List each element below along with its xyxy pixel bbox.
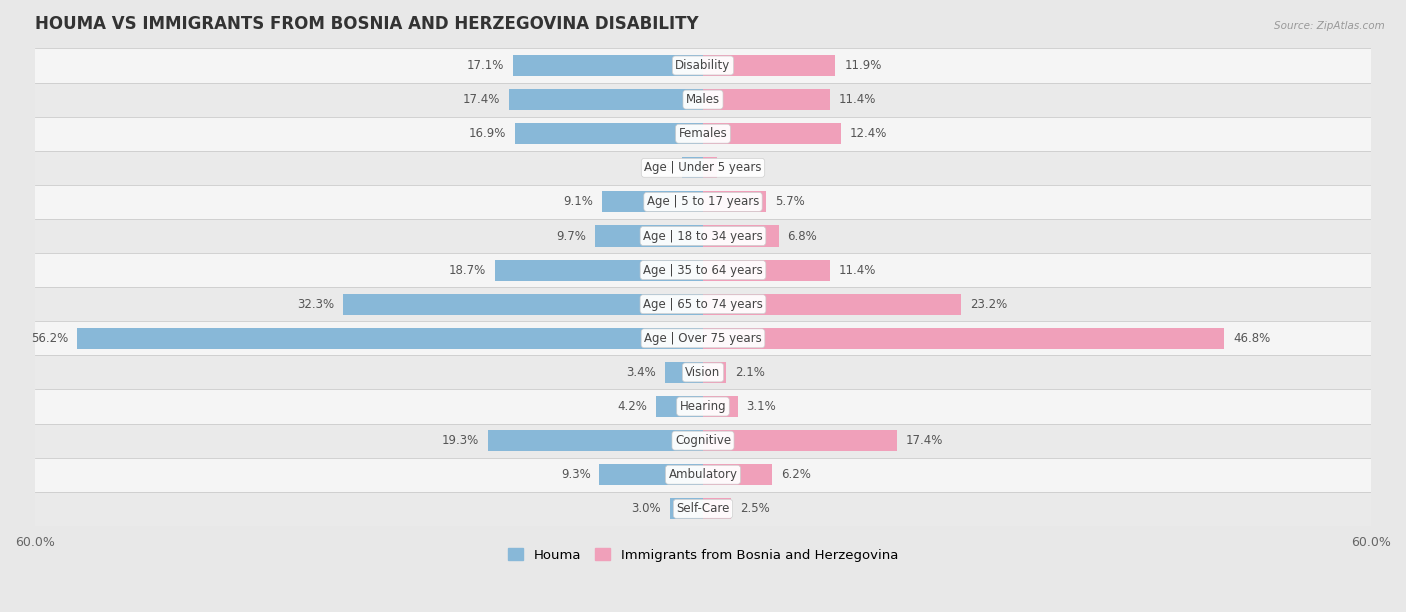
- Bar: [703, 123, 841, 144]
- Bar: [682, 157, 703, 178]
- Text: HOUMA VS IMMIGRANTS FROM BOSNIA AND HERZEGOVINA DISABILITY: HOUMA VS IMMIGRANTS FROM BOSNIA AND HERZ…: [35, 15, 699, 33]
- Text: Disability: Disability: [675, 59, 731, 72]
- Bar: [703, 294, 962, 315]
- Text: 3.1%: 3.1%: [747, 400, 776, 413]
- Legend: Houma, Immigrants from Bosnia and Herzegovina: Houma, Immigrants from Bosnia and Herzeg…: [502, 543, 904, 567]
- Text: Age | 65 to 74 years: Age | 65 to 74 years: [643, 297, 763, 311]
- Bar: [488, 430, 703, 451]
- Text: 6.8%: 6.8%: [787, 230, 817, 242]
- Bar: [703, 430, 897, 451]
- Text: Age | Over 75 years: Age | Over 75 years: [644, 332, 762, 345]
- Bar: [657, 396, 703, 417]
- Bar: [703, 328, 1225, 349]
- Text: 46.8%: 46.8%: [1233, 332, 1270, 345]
- Text: 3.0%: 3.0%: [631, 502, 661, 515]
- Text: 11.4%: 11.4%: [839, 264, 876, 277]
- Bar: [513, 55, 703, 76]
- Bar: [703, 89, 830, 110]
- Bar: [35, 48, 1371, 83]
- Text: 2.5%: 2.5%: [740, 502, 769, 515]
- Bar: [343, 294, 703, 315]
- Text: 5.7%: 5.7%: [775, 195, 806, 209]
- Bar: [35, 151, 1371, 185]
- Bar: [35, 253, 1371, 287]
- Bar: [35, 458, 1371, 492]
- Bar: [35, 356, 1371, 389]
- Text: 17.1%: 17.1%: [467, 59, 503, 72]
- Text: 12.4%: 12.4%: [851, 127, 887, 140]
- Text: 32.3%: 32.3%: [297, 297, 335, 311]
- Text: Self-Care: Self-Care: [676, 502, 730, 515]
- Bar: [703, 55, 835, 76]
- Text: Vision: Vision: [685, 366, 721, 379]
- Bar: [35, 117, 1371, 151]
- Text: Age | 18 to 34 years: Age | 18 to 34 years: [643, 230, 763, 242]
- Bar: [35, 389, 1371, 424]
- Bar: [703, 464, 772, 485]
- Text: Age | 5 to 17 years: Age | 5 to 17 years: [647, 195, 759, 209]
- Bar: [35, 219, 1371, 253]
- Bar: [35, 321, 1371, 356]
- Text: 1.3%: 1.3%: [727, 162, 756, 174]
- Text: 11.9%: 11.9%: [845, 59, 882, 72]
- Text: 16.9%: 16.9%: [468, 127, 506, 140]
- Text: Ambulatory: Ambulatory: [668, 468, 738, 481]
- Bar: [35, 492, 1371, 526]
- Text: 6.2%: 6.2%: [780, 468, 811, 481]
- Bar: [35, 83, 1371, 117]
- Bar: [509, 89, 703, 110]
- Bar: [515, 123, 703, 144]
- Text: 17.4%: 17.4%: [463, 93, 501, 106]
- Text: Age | 35 to 64 years: Age | 35 to 64 years: [643, 264, 763, 277]
- Text: 4.2%: 4.2%: [617, 400, 647, 413]
- Bar: [703, 498, 731, 520]
- Text: 9.7%: 9.7%: [557, 230, 586, 242]
- Bar: [599, 464, 703, 485]
- Bar: [703, 259, 830, 281]
- Text: 3.4%: 3.4%: [627, 366, 657, 379]
- Text: 1.9%: 1.9%: [643, 162, 673, 174]
- Bar: [669, 498, 703, 520]
- Text: Source: ZipAtlas.com: Source: ZipAtlas.com: [1274, 21, 1385, 31]
- Text: 18.7%: 18.7%: [449, 264, 486, 277]
- Bar: [77, 328, 703, 349]
- Text: 11.4%: 11.4%: [839, 93, 876, 106]
- Text: Males: Males: [686, 93, 720, 106]
- Bar: [35, 424, 1371, 458]
- Bar: [703, 396, 738, 417]
- Text: 17.4%: 17.4%: [905, 434, 943, 447]
- Text: 9.1%: 9.1%: [562, 195, 593, 209]
- Bar: [665, 362, 703, 383]
- Bar: [35, 287, 1371, 321]
- Bar: [495, 259, 703, 281]
- Text: Hearing: Hearing: [679, 400, 727, 413]
- Bar: [35, 185, 1371, 219]
- Text: Females: Females: [679, 127, 727, 140]
- Text: Age | Under 5 years: Age | Under 5 years: [644, 162, 762, 174]
- Bar: [703, 225, 779, 247]
- Text: 19.3%: 19.3%: [441, 434, 479, 447]
- Bar: [595, 225, 703, 247]
- Text: 2.1%: 2.1%: [735, 366, 765, 379]
- Text: 23.2%: 23.2%: [970, 297, 1008, 311]
- Bar: [703, 157, 717, 178]
- Bar: [602, 192, 703, 212]
- Bar: [703, 192, 766, 212]
- Text: 56.2%: 56.2%: [31, 332, 69, 345]
- Text: 9.3%: 9.3%: [561, 468, 591, 481]
- Bar: [703, 362, 727, 383]
- Text: Cognitive: Cognitive: [675, 434, 731, 447]
